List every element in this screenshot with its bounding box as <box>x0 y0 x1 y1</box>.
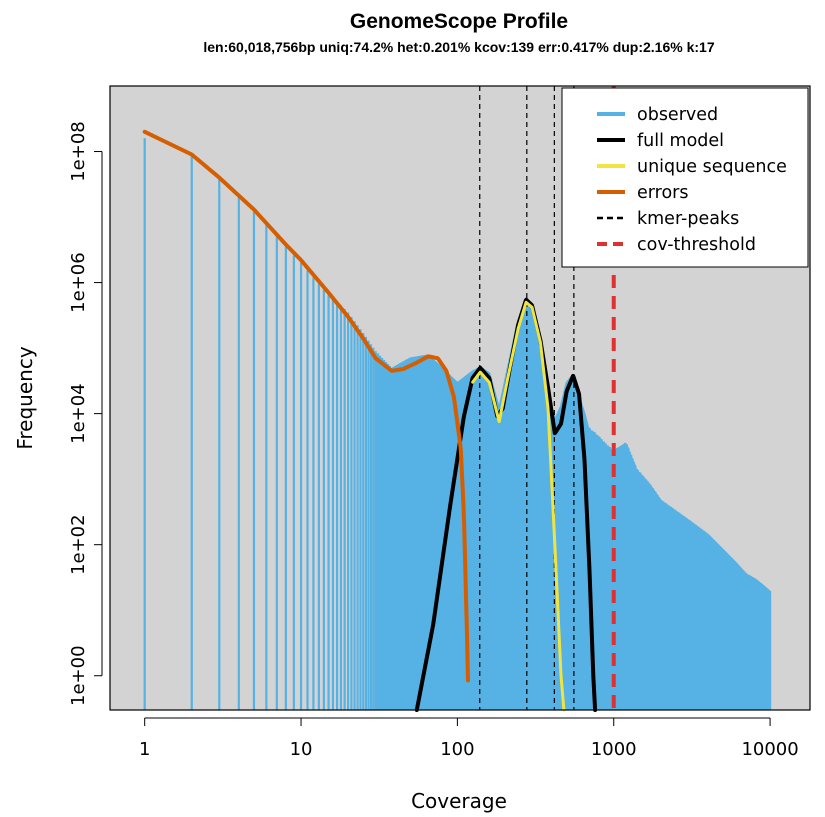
legend-label: kmer-peaks <box>637 209 739 229</box>
legend-label: unique sequence <box>637 157 787 177</box>
y-axis: 1e+00 1e+02 1e+04 1e+06 1e+08 <box>68 121 103 706</box>
y-tick-label: 1e+02 <box>68 514 89 575</box>
observed-bars <box>143 138 772 710</box>
y-axis-label: Frequency <box>13 346 37 449</box>
legend-label: full model <box>637 131 724 151</box>
y-tick-label: 1e+00 <box>68 645 89 706</box>
y-tick-label: 1e+08 <box>68 121 89 182</box>
legend-label: errors <box>637 183 688 203</box>
model-lines <box>142 129 598 712</box>
y-tick-label: 1e+06 <box>68 252 89 313</box>
legend-label: cov-threshold <box>637 235 756 255</box>
x-tick-label: 1 <box>139 739 150 760</box>
x-tick-label: 10 <box>290 739 313 760</box>
x-tick-label: 100 <box>440 739 474 760</box>
unique-sequence-line <box>471 300 566 712</box>
x-tick-label: 1000 <box>591 739 637 760</box>
observed-series <box>143 138 772 710</box>
chart-title: GenomeScope Profile <box>350 10 568 33</box>
chart-subtitle: len:60,018,756bp uniq:74.2% het:0.201% k… <box>203 39 714 55</box>
legend-box <box>561 87 809 268</box>
legend: observed full model unique sequence errors k… <box>561 87 809 268</box>
legend-label: observed <box>637 105 718 125</box>
x-tick-label: 10000 <box>741 739 798 760</box>
x-axis-label: Coverage <box>411 789 507 813</box>
y-tick-label: 1e+04 <box>68 383 89 444</box>
errors-line <box>142 129 470 683</box>
x-axis: 1 10 100 1000 10000 <box>139 717 799 760</box>
plot-frame <box>109 85 811 711</box>
